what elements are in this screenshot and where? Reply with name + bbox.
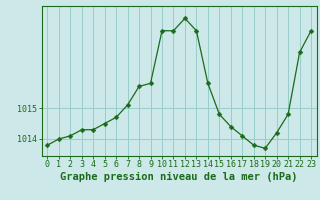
X-axis label: Graphe pression niveau de la mer (hPa): Graphe pression niveau de la mer (hPa) [60, 172, 298, 182]
